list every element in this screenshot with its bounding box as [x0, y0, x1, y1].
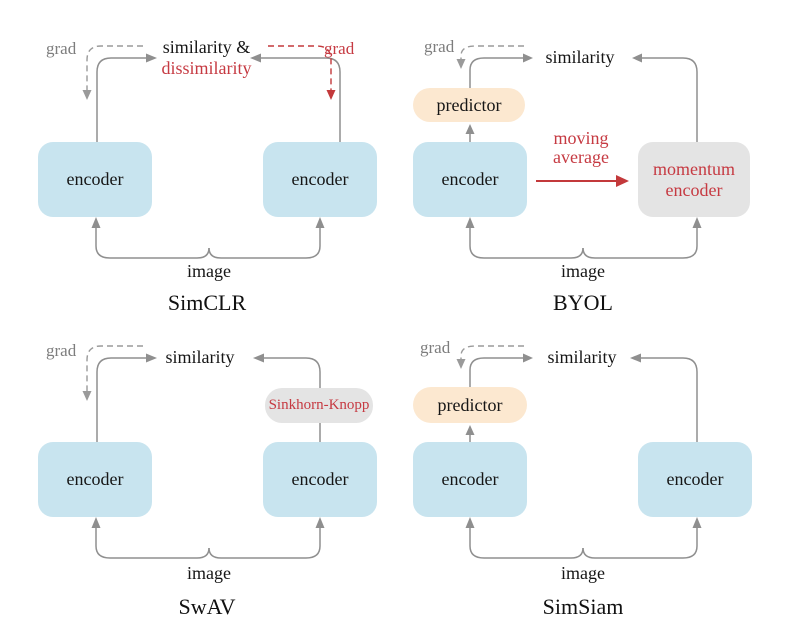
panel-byol: predictor encoder momentum encoder grad … [395, 0, 790, 320]
image-split-arrow-left [469, 528, 584, 559]
momentum-encoder-line1: momentum [653, 158, 735, 179]
gradient-arrow [456, 345, 524, 369]
loss-label: similarity & dissimilarity [146, 37, 267, 79]
gradient-arrow-right [268, 45, 336, 100]
loss-line-dissimilarity: dissimilarity [161, 58, 252, 78]
swav-arrows [82, 345, 325, 559]
panel-simsiam: predictor encoder encoder grad similarit… [395, 320, 790, 636]
encoder-box-right: encoder [263, 442, 377, 517]
momentum-encoder-box: momentum encoder [638, 142, 750, 217]
image-label: image [561, 563, 605, 583]
predictor-label: predictor [436, 94, 502, 115]
sinkhorn-knopp-box: Sinkhorn-Knopp [265, 388, 373, 423]
gradient-arrow [82, 345, 143, 401]
moving-average-line1: moving [553, 128, 609, 148]
similarity-arrows [469, 57, 698, 259]
gray-arrowheads [465, 353, 702, 528]
panel-simclr: encoder encoder grad grad similarity & d… [0, 0, 395, 320]
image-label: image [187, 563, 231, 583]
grad-label: grad [424, 37, 455, 56]
moving-average-label: moving average [539, 129, 623, 167]
gradient-arrow [456, 45, 524, 69]
gray-arrowheads [91, 53, 325, 228]
predictor-box: predictor [413, 88, 525, 122]
grad-label-left: grad [46, 39, 77, 58]
image-split-arrow-right [208, 528, 321, 559]
grad-label: grad [420, 338, 451, 357]
encoder-label: encoder [291, 169, 349, 189]
grad-label: grad [46, 341, 77, 360]
predictor-label: predictor [437, 394, 503, 415]
encoder-label: encoder [66, 169, 124, 189]
similarity-arrows [95, 57, 341, 259]
encoder-box-right: encoder [263, 142, 377, 217]
encoder-label: encoder [441, 469, 499, 489]
momentum-encoder-line2: encoder [665, 179, 723, 200]
similarity-arrows [95, 357, 321, 559]
simclr-arrows [82, 45, 341, 259]
encoder-box-left: encoder [38, 142, 152, 217]
panel-title: SimCLR [167, 290, 247, 315]
gray-arrowheads [465, 53, 702, 228]
grad-label-right: grad [324, 39, 355, 58]
panel-title: SwAV [178, 594, 236, 619]
panel-swav: encoder encoder Sinkhorn-Knopp grad simi… [0, 320, 395, 636]
encoder-box-left: encoder [38, 442, 152, 517]
sinkhorn-knopp-label: Sinkhorn-Knopp [268, 397, 370, 413]
similarity-arrows [469, 357, 698, 559]
encoder-box: encoder [413, 142, 527, 217]
similarity-label: similarity [547, 347, 617, 367]
gray-arrowheads [91, 353, 325, 528]
image-split-arrow-left [95, 528, 210, 559]
encoder-label: encoder [441, 169, 499, 189]
image-split-arrow-right [582, 228, 698, 259]
encoder-box-right: encoder [638, 442, 752, 517]
loss-line-similarity: similarity & [162, 37, 251, 57]
gradient-arrow-left [82, 45, 143, 100]
encoder-label: encoder [66, 469, 124, 489]
image-split-arrow-left [469, 228, 584, 259]
image-split-arrow-right [208, 228, 321, 259]
moving-average-arrow [536, 175, 629, 187]
panel-title: SimSiam [542, 594, 624, 619]
encoder-box-left: encoder [413, 442, 527, 517]
image-label: image [561, 261, 605, 281]
image-split-arrow-left [95, 228, 210, 259]
byol-arrows [456, 45, 702, 259]
encoder-label: encoder [291, 469, 349, 489]
image-split-arrow-right [582, 528, 698, 559]
simsiam-arrows [456, 345, 702, 559]
encoder-label: encoder [666, 469, 724, 489]
panel-title: BYOL [553, 290, 613, 315]
similarity-label: similarity [545, 47, 615, 67]
similarity-label: similarity [165, 347, 235, 367]
image-label: image [187, 261, 231, 281]
predictor-box: predictor [413, 387, 527, 423]
moving-average-line2: average [553, 147, 609, 167]
